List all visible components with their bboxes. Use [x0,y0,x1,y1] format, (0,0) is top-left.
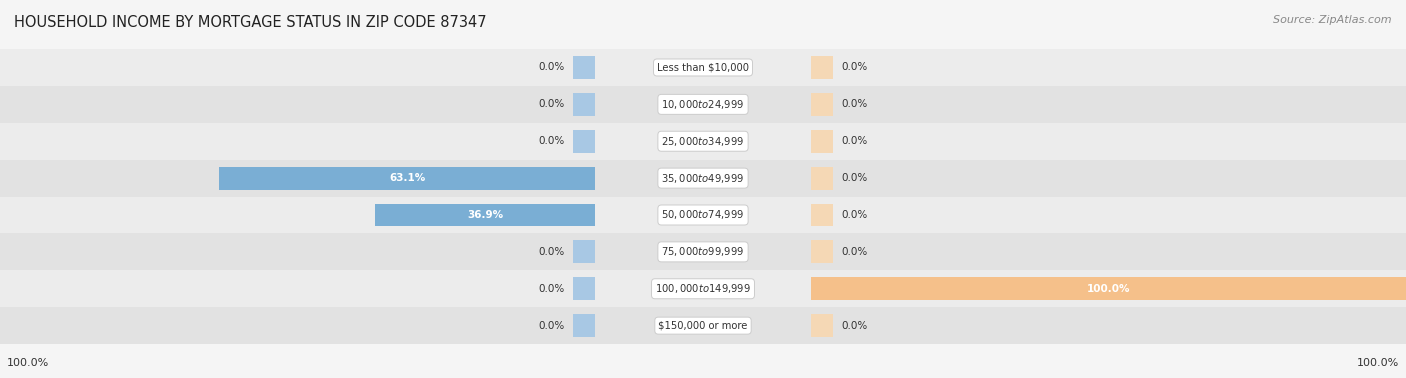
Text: 0.0%: 0.0% [841,62,868,73]
Text: $100,000 to $149,999: $100,000 to $149,999 [655,282,751,295]
Text: $10,000 to $24,999: $10,000 to $24,999 [661,98,745,111]
Bar [574,277,595,300]
Text: 0.0%: 0.0% [538,284,565,294]
Text: $35,000 to $49,999: $35,000 to $49,999 [661,172,745,184]
Bar [0,197,1406,234]
Bar [0,270,1406,307]
Text: 0.0%: 0.0% [841,136,868,146]
Text: 0.0%: 0.0% [538,247,565,257]
Bar [574,130,595,153]
Text: 0.0%: 0.0% [538,136,565,146]
Text: 0.0%: 0.0% [841,247,868,257]
Text: 0.0%: 0.0% [538,62,565,73]
Text: 0.0%: 0.0% [841,321,868,331]
Text: 100.0%: 100.0% [7,358,49,368]
Bar [811,314,832,337]
Bar [0,123,1406,160]
Text: 0.0%: 0.0% [841,99,868,109]
Bar [0,49,1406,86]
Text: $50,000 to $74,999: $50,000 to $74,999 [661,209,745,222]
Text: Source: ZipAtlas.com: Source: ZipAtlas.com [1274,15,1392,25]
Bar [811,277,1406,300]
Bar [811,130,832,153]
Bar [811,204,832,226]
Bar [0,307,1406,344]
Bar [811,240,832,263]
Text: 36.9%: 36.9% [467,210,503,220]
Bar [574,314,595,337]
Text: 0.0%: 0.0% [538,321,565,331]
Text: 63.1%: 63.1% [389,173,425,183]
Bar [574,56,595,79]
Text: 100.0%: 100.0% [1087,284,1130,294]
Text: 0.0%: 0.0% [841,210,868,220]
Bar [811,93,832,116]
Text: 0.0%: 0.0% [841,173,868,183]
Text: 100.0%: 100.0% [1357,358,1399,368]
Bar [0,86,1406,123]
Text: Less than $10,000: Less than $10,000 [657,62,749,73]
Bar [0,234,1406,270]
Bar [574,240,595,263]
Text: $25,000 to $34,999: $25,000 to $34,999 [661,135,745,148]
Text: $150,000 or more: $150,000 or more [658,321,748,331]
Text: HOUSEHOLD INCOME BY MORTGAGE STATUS IN ZIP CODE 87347: HOUSEHOLD INCOME BY MORTGAGE STATUS IN Z… [14,15,486,30]
Bar [811,56,832,79]
Bar [375,204,595,226]
Text: $75,000 to $99,999: $75,000 to $99,999 [661,245,745,259]
Text: 0.0%: 0.0% [538,99,565,109]
Bar [574,93,595,116]
Bar [219,167,595,189]
Bar [811,167,832,189]
Bar [0,160,1406,197]
